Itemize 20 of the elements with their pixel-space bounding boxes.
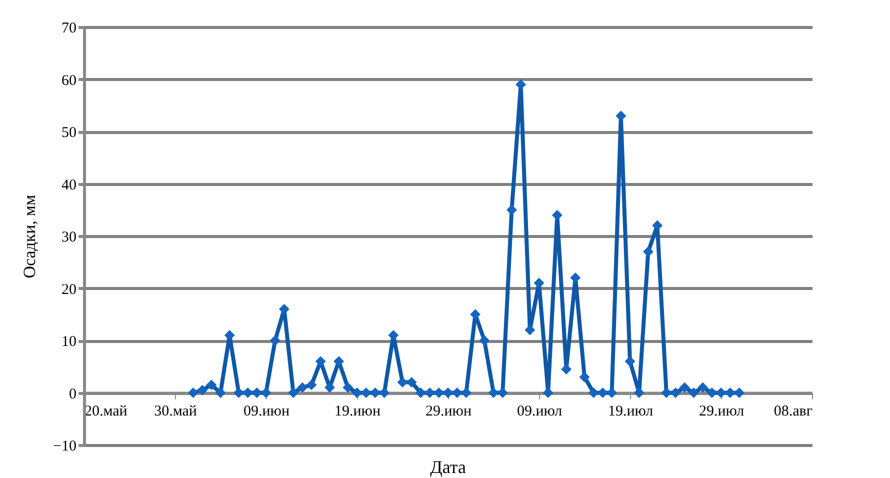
- y-tick-label: −10: [53, 438, 76, 454]
- y-tick-label: 0: [69, 386, 76, 402]
- x-tick-label: 19.июн: [334, 403, 381, 420]
- x-tick-label: 29.июн: [425, 403, 472, 420]
- y-tick-label: 20: [62, 282, 76, 298]
- y-tick-label: 70: [62, 20, 76, 36]
- x-tick-label: 08.авг: [774, 403, 812, 420]
- y-axis-title: Осадки, мм: [20, 194, 40, 278]
- x-tick-label: 19.июл: [608, 403, 654, 420]
- x-tick-label: 20.май: [84, 403, 128, 420]
- x-tick-label: 29.июл: [698, 403, 745, 420]
- y-tick-label: 60: [62, 72, 76, 89]
- y-tick-label: 50: [62, 125, 76, 141]
- x-tick-label: 30.май: [154, 403, 197, 420]
- x-tick-label: 09.июл: [516, 403, 563, 420]
- y-tick-label: 30: [62, 230, 76, 246]
- y-tick-label: 10: [62, 334, 76, 350]
- x-tick-label: 09.июн: [243, 403, 290, 420]
- y-tick-label: 40: [62, 177, 76, 194]
- x-axis-title: Дата: [430, 457, 466, 477]
